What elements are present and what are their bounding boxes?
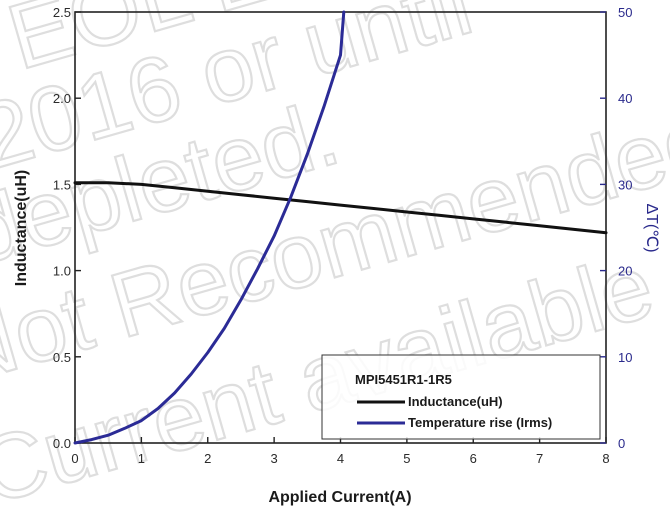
series-layer: [73, 10, 608, 445]
y2-tick-label: 40: [618, 91, 632, 106]
x-tick-label: 4: [337, 451, 344, 466]
y2-tick-label: 10: [618, 350, 632, 365]
y2-tick-label: 30: [618, 177, 632, 192]
legend-box: [321, 354, 601, 440]
y2-tick-label: 50: [618, 5, 632, 20]
y-axis-title: Inductance(uH): [13, 170, 30, 286]
x-tick-label: 3: [271, 451, 278, 466]
inductance-series-line: [73, 181, 608, 235]
y-tick-label: 0.5: [53, 350, 71, 365]
x-tick-label: 2: [204, 451, 211, 466]
legend: MPI5451R1-1R5 Inductance(uH) Temperature…: [321, 354, 601, 440]
x-tick-label: 0: [71, 451, 78, 466]
x-tick-label: 5: [403, 451, 410, 466]
y-tick-label: 2.5: [53, 5, 71, 20]
y2-axis-ticks: 0 10 20 30 40 50: [600, 5, 632, 451]
legend-label-temperature: Temperature rise (Irms): [408, 415, 552, 430]
y-tick-label: 2.0: [53, 91, 71, 106]
x-tick-label: 6: [470, 451, 477, 466]
x-axis-ticks: 0 1 2 3 4 5 6 7 8: [71, 437, 610, 466]
y-tick-label: 1.5: [53, 177, 71, 192]
y-tick-label: 1.0: [53, 264, 71, 279]
y-tick-label: 0.0: [53, 436, 71, 451]
legend-label-inductance: Inductance(uH): [408, 394, 503, 409]
x-axis-title: Applied Current(A): [268, 489, 411, 506]
y2-tick-label: 0: [618, 436, 625, 451]
x-tick-label: 7: [536, 451, 543, 466]
y2-tick-label: 20: [618, 264, 632, 279]
x-tick-label: 1: [138, 451, 145, 466]
temperature-series-line: [73, 10, 346, 445]
y2-axis-title: ΔT(℃): [643, 203, 660, 252]
y-axis-ticks: 0.0 0.5 1.0 1.5 2.0 2.5: [53, 5, 81, 451]
x-tick-label: 8: [602, 451, 609, 466]
legend-title: MPI5451R1-1R5: [355, 372, 452, 387]
